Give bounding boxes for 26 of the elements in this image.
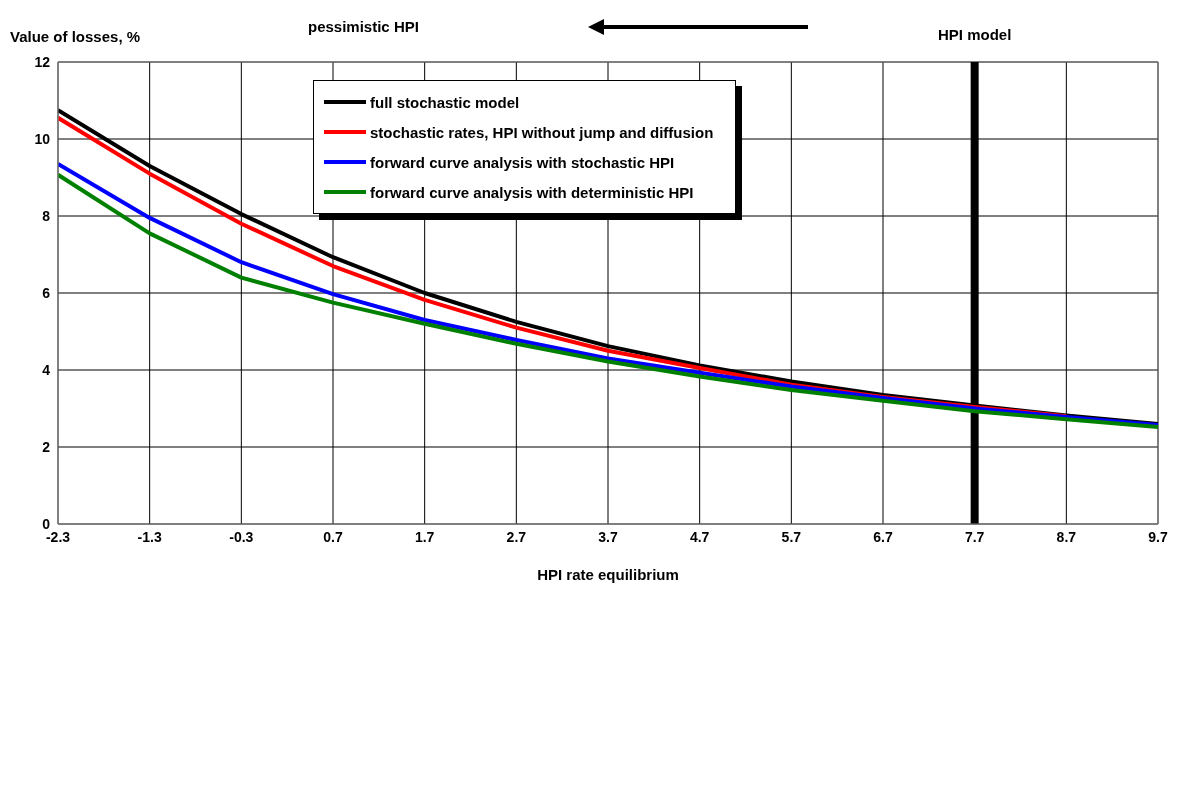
legend-label: full stochastic model <box>370 93 520 111</box>
x-tick-label: 8.7 <box>1056 528 1077 545</box>
x-tick-label: 9.7 <box>1148 528 1168 545</box>
x-tick-label: -0.3 <box>229 528 254 545</box>
x-tick-label: 5.7 <box>781 528 802 545</box>
x-tick-label: -1.3 <box>137 528 162 545</box>
y-axis-title: Value of losses, % <box>10 28 141 45</box>
x-tick-label: 7.7 <box>964 528 985 545</box>
y-tick-label: 4 <box>42 361 51 378</box>
text: pessimistic HPI <box>308 18 419 35</box>
y-tick-label: 2 <box>42 438 51 455</box>
y-tick-label: 12 <box>34 53 51 70</box>
y-tick-label: 10 <box>34 130 51 147</box>
x-axis-title: HPI rate equilibrium <box>537 566 679 583</box>
legend-label: forward curve analysis with stochastic HPI <box>370 153 675 171</box>
x-tick-label: 1.7 <box>414 528 435 545</box>
x-tick-label: 2.7 <box>506 528 527 545</box>
x-tick-label: 6.7 <box>873 528 893 545</box>
x-tick-label: 3.7 <box>598 528 618 545</box>
y-tick-label: 6 <box>42 284 51 301</box>
x-tick-label: 4.7 <box>689 528 710 545</box>
y-tick-label: 8 <box>42 207 51 224</box>
legend-label: stochastic rates, HPI without jump and diffusion <box>370 123 714 141</box>
x-tick-label: 0.7 <box>323 528 343 545</box>
ref-line-label: HPI model <box>937 26 1012 43</box>
legend-label: forward curve analysis with deterministic HPI <box>370 183 694 201</box>
